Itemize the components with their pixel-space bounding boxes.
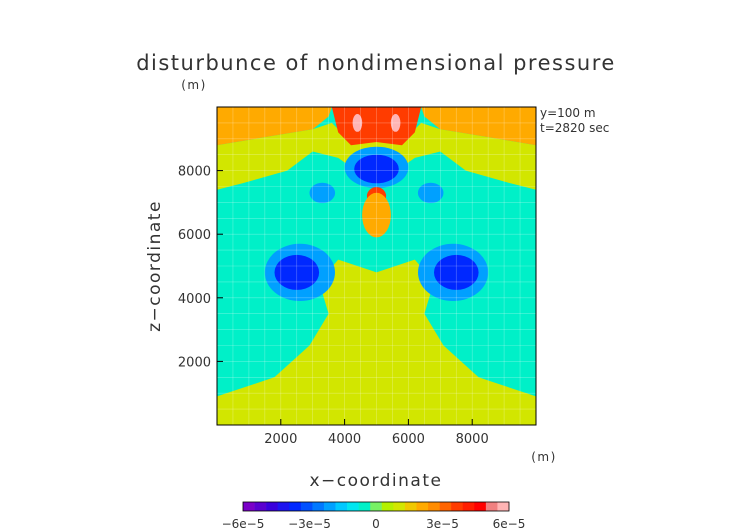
x-axis-label: x−coordinate <box>310 471 443 491</box>
x-tick-label: 6000 <box>392 432 425 447</box>
y-tick-label: 8000 <box>178 165 211 180</box>
colorbar-tick-label: −6e−5 <box>222 517 265 531</box>
colorbar-swatch <box>323 502 336 511</box>
colorbar-swatch <box>474 502 487 511</box>
colorbar-swatch <box>347 502 359 511</box>
x-tick-label: 8000 <box>456 432 489 447</box>
colorbar-swatch <box>254 502 267 511</box>
y-axis: 2000 4000 6000 8000 <box>178 165 223 370</box>
colorbar-swatch <box>370 502 383 511</box>
colorbar-swatch <box>404 502 417 511</box>
grid <box>217 107 536 425</box>
region-blue-eye-right <box>417 182 444 204</box>
x-tick-label: 4000 <box>328 432 361 447</box>
region-darkblue-lobe-left <box>274 254 320 290</box>
region-darkblue-lobe-right <box>434 254 479 290</box>
region-lime-bottom <box>217 259 536 425</box>
colorbar-ticks: −6e−5 −3e−5 0 3e−5 6e−5 <box>222 517 526 531</box>
region-orange-top <box>217 107 332 146</box>
annotation-y: y=100 m <box>540 106 596 120</box>
colorbar-swatch <box>416 502 429 511</box>
colorbar-tick-label: −3e−5 <box>288 517 331 531</box>
plot-area <box>217 107 536 425</box>
colorbar-swatch <box>358 502 371 511</box>
colorbar-swatch <box>335 502 348 511</box>
region-darkblue-cap <box>354 154 399 184</box>
y-tick-label: 2000 <box>178 355 211 370</box>
x-axis: 2000 4000 6000 8000 <box>264 419 489 447</box>
region-pink-core-left <box>352 114 363 132</box>
x-unit-label: (m) <box>531 450 557 464</box>
region-orange-top-right <box>421 107 536 146</box>
colorbar-swatch <box>497 502 510 511</box>
colorbar-swatch <box>312 502 325 511</box>
colorbar-tick-label: 6e−5 <box>493 517 526 531</box>
colorbar-swatch <box>381 502 394 511</box>
colorbar-swatch <box>462 502 475 511</box>
colorbar-swatch <box>300 502 313 511</box>
colorbar-swatch <box>451 502 464 511</box>
colorbar-swatch <box>266 502 278 511</box>
colorbar-swatch <box>243 502 255 511</box>
colorbar-swatch <box>428 502 440 511</box>
colorbar-frame <box>242 501 510 512</box>
colorbar-swatch <box>289 502 302 511</box>
region-orange-stem <box>362 192 391 238</box>
y-tick-label: 4000 <box>178 292 211 307</box>
colorbar-swatch <box>485 502 498 511</box>
chart-title: disturbunce of nondimensional pressure <box>136 51 616 75</box>
annotation-time: t=2820 sec <box>540 121 609 135</box>
y-unit-label: (m) <box>181 78 207 92</box>
colorbar-tick-label: 0 <box>372 517 380 531</box>
x-tick-label: 2000 <box>264 432 297 447</box>
colorbar-tick-label: 3e−5 <box>426 517 459 531</box>
plot-frame <box>216 106 537 426</box>
colorbar-swatch <box>277 502 290 511</box>
region-pink-core-right <box>390 114 401 132</box>
colorbar-swatch <box>393 502 406 511</box>
y-axis-label: z−coordinate <box>145 200 165 332</box>
region-blue-eye-left <box>309 182 336 204</box>
colorbar <box>242 501 510 512</box>
y-tick-label: 6000 <box>178 228 211 243</box>
colorbar-swatch <box>439 502 452 511</box>
